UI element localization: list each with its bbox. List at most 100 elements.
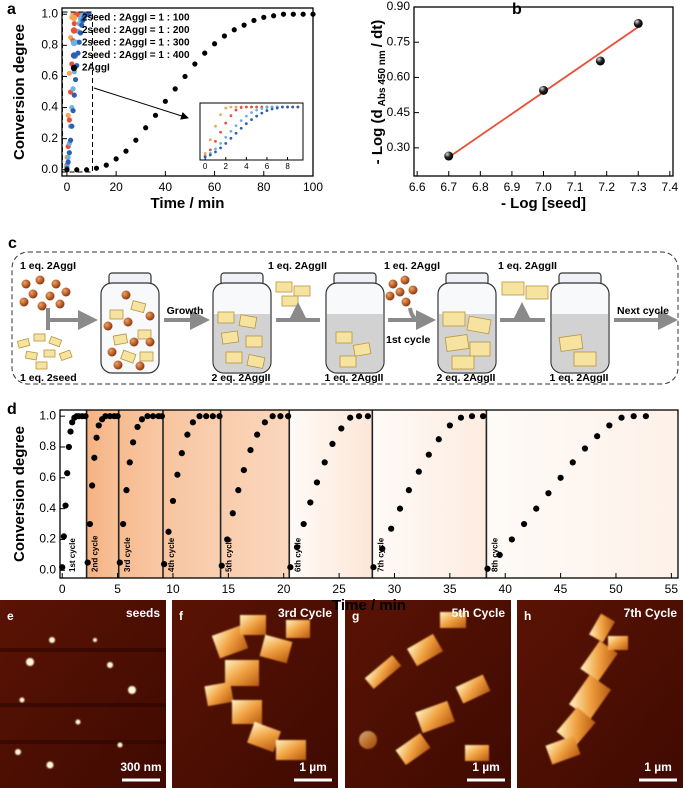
data-point [93, 434, 100, 441]
y-tick-label: 0.45 [387, 105, 411, 119]
data-point [64, 470, 71, 477]
jar-content [217, 311, 266, 370]
inset-x-tick-label: 2 [224, 162, 229, 171]
data-point [606, 422, 613, 429]
cycle-shade [486, 410, 678, 578]
inset-point [239, 126, 243, 130]
cycle-label: 8th cycle [491, 537, 500, 572]
data-point [300, 11, 306, 17]
panel-label: a [7, 1, 16, 18]
data-point [594, 433, 601, 440]
inset-point [229, 136, 233, 140]
data-point [67, 428, 74, 435]
data-point [149, 413, 157, 420]
arrow [388, 308, 432, 320]
x-axis-label: Time / min [151, 195, 225, 212]
x-tick-label: 60 [208, 180, 222, 194]
data-point [65, 159, 71, 165]
cycle-label: 1st cycle [68, 538, 77, 572]
data-point [444, 151, 454, 161]
data-point [569, 459, 576, 466]
data-point [209, 413, 216, 420]
data-point [508, 536, 515, 543]
data-point [172, 86, 178, 92]
data-point [240, 467, 247, 474]
data-point [484, 565, 491, 572]
inset-point [229, 114, 233, 118]
afm-images [0, 600, 683, 788]
inset-point [203, 155, 207, 159]
data-point [300, 520, 307, 528]
legend-label: 2seed : 2AggI = 1 : 100 [82, 13, 190, 24]
cycle-label: 2nd cycle [91, 535, 100, 572]
image-caption: 3rd Cycle [278, 606, 332, 620]
inset-x-tick-label: 0 [203, 162, 208, 171]
data-point [103, 162, 109, 168]
data-point [425, 451, 432, 458]
inset-point [255, 105, 259, 109]
data-point [89, 482, 96, 489]
data-point [71, 92, 77, 98]
inset-point [224, 141, 228, 145]
inset-point [214, 147, 217, 151]
scheme-text: 1 eq. 2AggI [20, 260, 76, 272]
data-point [379, 545, 386, 552]
inset-point [244, 122, 248, 126]
cycle-label: 5th cycle [225, 537, 234, 572]
data-point [496, 551, 503, 558]
data-point [134, 423, 141, 431]
cycle-shade [289, 410, 373, 578]
afm-image [345, 600, 511, 788]
inset-point [250, 118, 253, 122]
data-point [633, 18, 643, 28]
inset-point [255, 114, 259, 118]
inset-point [265, 109, 269, 112]
data-point [388, 525, 395, 532]
inset-point [296, 105, 300, 109]
data-point [86, 11, 92, 17]
data-point [520, 520, 528, 528]
panel-label: f [179, 609, 184, 623]
data-point [143, 125, 149, 131]
data-point [196, 413, 203, 420]
data-point [241, 22, 247, 28]
data-point [162, 98, 168, 104]
chart: 1st cycle 2nd cycle 3rd cycle 4th cycle 5th … [7, 401, 679, 614]
inset-point [291, 105, 295, 109]
data-point [545, 490, 552, 497]
scheme-text: Next cycle [617, 305, 669, 317]
scheme: c 1 eq. 2AggI 1 eq. 2seed Growth 2 eq. 2… [8, 235, 679, 385]
inset-point [229, 105, 233, 109]
data-point [84, 559, 91, 566]
image-caption: 5th Cycle [452, 606, 506, 620]
x-tick-label: 10 [166, 582, 180, 596]
data-point [415, 468, 422, 475]
data-point [216, 413, 223, 420]
inset-point [250, 111, 253, 114]
data-point [221, 33, 228, 39]
data-point [355, 413, 363, 420]
data-point [59, 564, 66, 571]
cycle-shade [220, 410, 290, 578]
y-tick-label: 0.90 [387, 0, 411, 13]
inset-point [260, 107, 264, 110]
data-point [202, 50, 208, 56]
inset-point [224, 106, 228, 110]
x-tick-label: 80 [257, 180, 271, 194]
arrow [500, 306, 545, 320]
data-point [229, 510, 236, 517]
y-tick-label: 0.30 [387, 140, 411, 154]
x-tick-label: 45 [554, 582, 568, 596]
inset-point [244, 105, 248, 109]
inset-point [234, 131, 238, 135]
y-tick-label: 0.6 [41, 69, 58, 83]
data-point [60, 533, 67, 540]
inset-point [234, 108, 238, 112]
panel-label: b [512, 1, 522, 18]
legend-marker [70, 14, 78, 22]
data-point [71, 20, 77, 27]
inset-point [234, 105, 238, 109]
y-axis-label-part: Abs 450 nm [377, 50, 388, 106]
scheme-frame [11, 251, 679, 385]
